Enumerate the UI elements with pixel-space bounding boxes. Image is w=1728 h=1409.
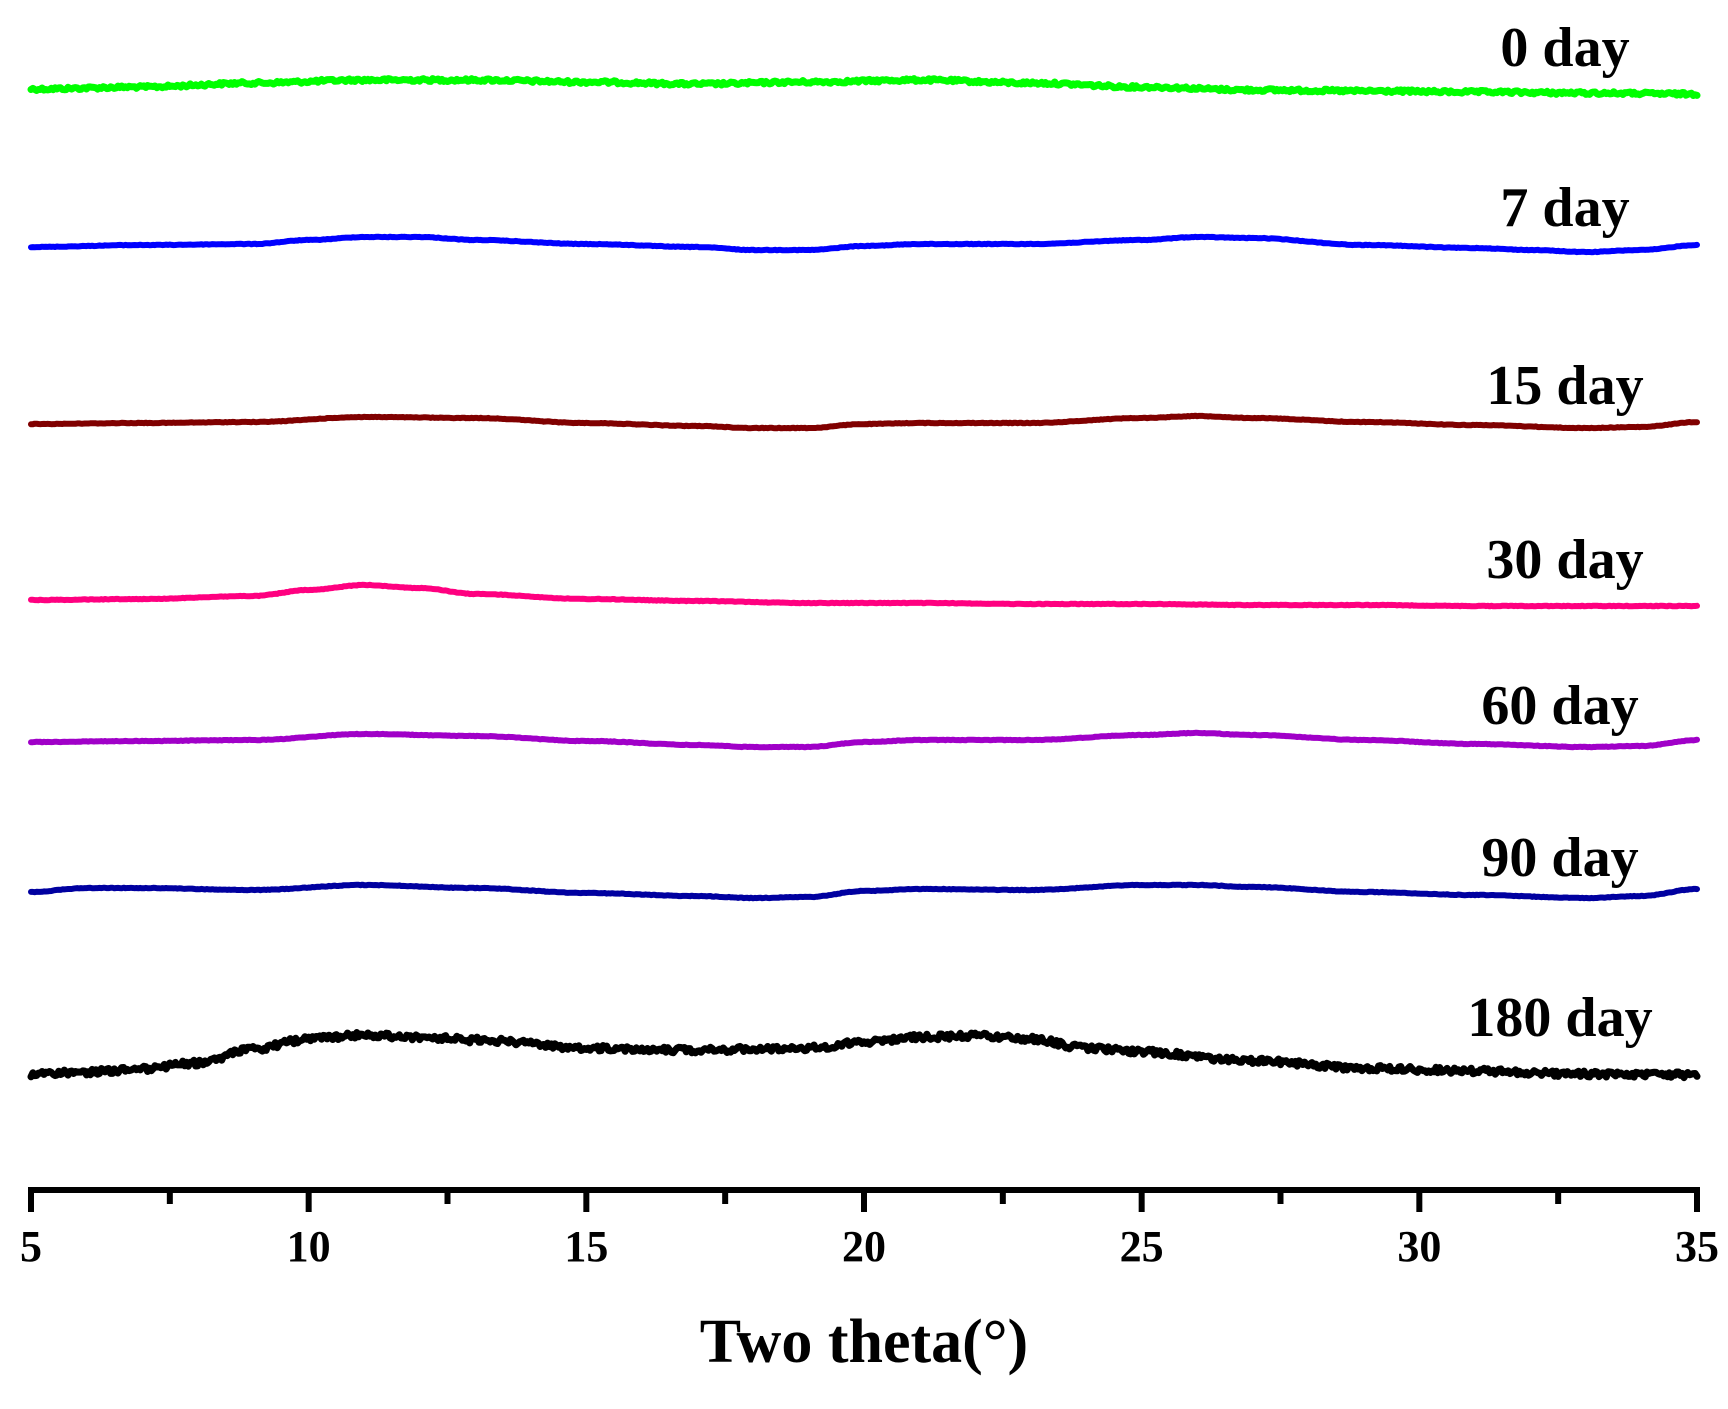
series-label-4: 60 day [1481, 675, 1638, 737]
series-line-6 [27, 1029, 1701, 1082]
series-label-2: 15 day [1486, 355, 1643, 417]
x-tick-label: 15 [564, 1222, 608, 1271]
series-layer [27, 75, 1701, 1082]
x-tick-label: 5 [20, 1222, 42, 1271]
series-line-5 [28, 881, 1700, 902]
x-tick-label: 20 [842, 1222, 886, 1271]
series-label-5: 90 day [1481, 827, 1638, 889]
series-label-6: 180 day [1467, 987, 1652, 1049]
series-line-0 [27, 75, 1701, 99]
series-line-2 [28, 412, 1700, 432]
series-label-1: 7 day [1500, 177, 1629, 239]
series-label-3: 30 day [1486, 529, 1643, 591]
x-axis-title: Two theta(°) [700, 1308, 1028, 1376]
x-tick-label: 30 [1397, 1222, 1441, 1271]
series-label-layer: 0 day 7 day 15 day 30 day 60 day 90 day 180 da… [1467, 17, 1652, 1049]
x-tick-label: 10 [287, 1222, 331, 1271]
series-line-1 [28, 233, 1700, 256]
series-line-4 [28, 729, 1700, 751]
series-line-3 [28, 581, 1700, 610]
x-tick-label: 25 [1120, 1222, 1164, 1271]
x-axis: 5 10 15 20 25 30 35 [20, 1187, 1719, 1271]
x-tick-label: 35 [1675, 1222, 1719, 1271]
series-label-0: 0 day [1500, 17, 1629, 79]
